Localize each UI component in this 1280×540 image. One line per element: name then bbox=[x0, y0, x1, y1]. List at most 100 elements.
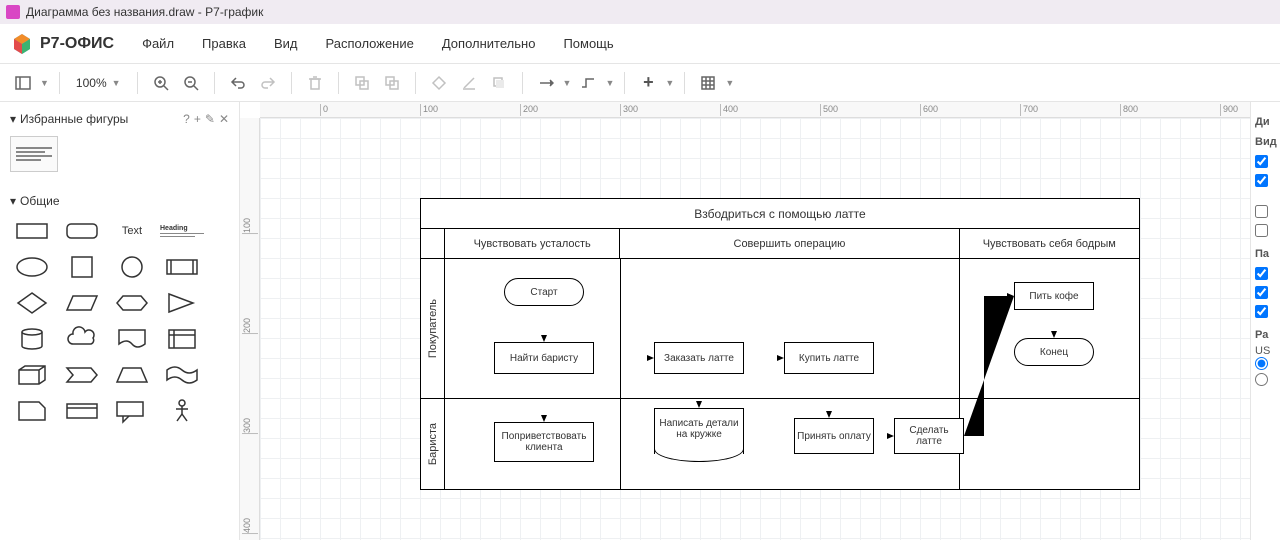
rp-check-1[interactable] bbox=[1255, 155, 1268, 168]
rp-check-5[interactable] bbox=[1255, 267, 1268, 280]
column-header[interactable]: Совершить операцию bbox=[620, 229, 959, 258]
shape-tape[interactable] bbox=[160, 360, 204, 390]
rp-unit[interactable]: US bbox=[1255, 345, 1270, 357]
sidebar-section-favorites[interactable]: ▾ Избранные фигуры ? + ✎ ✕ bbox=[10, 108, 229, 130]
fill-color-button[interactable] bbox=[426, 70, 452, 96]
rp-radio-1[interactable] bbox=[1255, 357, 1268, 370]
column-header[interactable]: Чувствовать себя бодрым bbox=[960, 229, 1140, 258]
flowchart-node-greet[interactable]: Поприветствовать клиента bbox=[494, 422, 594, 462]
app-icon bbox=[6, 5, 20, 19]
add-icon[interactable]: + bbox=[194, 112, 201, 126]
ruler-horizontal: 010020030040050060070080090010001100 bbox=[260, 102, 1250, 118]
rp-radio-2[interactable] bbox=[1255, 373, 1268, 386]
to-front-button[interactable] bbox=[349, 70, 375, 96]
zoom-level[interactable]: 100% ▼ bbox=[70, 76, 127, 90]
window-title: Диаграмма без названия.draw - Р7-график bbox=[26, 5, 263, 19]
rp-check-7[interactable] bbox=[1255, 305, 1268, 318]
chevron-down-icon[interactable]: ▼ bbox=[725, 78, 734, 88]
chevron-down-icon[interactable]: ▼ bbox=[563, 78, 572, 88]
canvas-area[interactable]: 010020030040050060070080090010001100 100… bbox=[240, 102, 1250, 540]
flowchart-node-end[interactable]: Конец bbox=[1014, 338, 1094, 366]
redo-button[interactable] bbox=[255, 70, 281, 96]
flowchart-node-buy[interactable]: Купить латте bbox=[784, 342, 874, 374]
shape-hexagon[interactable] bbox=[110, 288, 154, 318]
flowchart-node-accept[interactable]: Принять оплату bbox=[794, 418, 874, 454]
edit-icon[interactable]: ✎ bbox=[205, 112, 215, 126]
toolbar: ▼ 100% ▼ ▼ ▼ + ▼ ▼ bbox=[0, 64, 1280, 102]
menu-extras[interactable]: Дополнительно bbox=[442, 36, 536, 51]
connection-button[interactable] bbox=[533, 70, 559, 96]
shape-palette: Text Heading bbox=[10, 212, 229, 430]
shape-diamond[interactable] bbox=[10, 288, 54, 318]
help-icon[interactable]: ? bbox=[183, 112, 190, 126]
rp-check-3[interactable] bbox=[1255, 205, 1268, 218]
shape-actor[interactable] bbox=[160, 396, 204, 426]
chevron-down-icon[interactable]: ▼ bbox=[605, 78, 614, 88]
table-button[interactable] bbox=[695, 70, 721, 96]
menu-file[interactable]: Файл bbox=[142, 36, 174, 51]
shape-cube[interactable] bbox=[10, 360, 54, 390]
shape-text[interactable]: Text bbox=[110, 216, 154, 246]
column-header[interactable]: Чувствовать усталость bbox=[445, 229, 621, 258]
shape-cloud[interactable] bbox=[60, 324, 104, 354]
shape-favorite-preview[interactable] bbox=[10, 136, 58, 172]
undo-button[interactable] bbox=[225, 70, 251, 96]
shape-process[interactable] bbox=[160, 252, 204, 282]
shape-triangle[interactable] bbox=[160, 288, 204, 318]
close-icon[interactable]: ✕ bbox=[219, 112, 229, 126]
shape-card[interactable] bbox=[10, 396, 54, 426]
menu-edit[interactable]: Правка bbox=[202, 36, 246, 51]
delete-button[interactable] bbox=[302, 70, 328, 96]
add-button[interactable]: + bbox=[635, 70, 661, 96]
shape-document[interactable] bbox=[110, 324, 154, 354]
to-back-button[interactable] bbox=[379, 70, 405, 96]
sidebar-section-general[interactable]: ▾ Общие bbox=[10, 190, 229, 212]
line-color-button[interactable] bbox=[456, 70, 482, 96]
flowchart-node-start[interactable]: Старт bbox=[504, 278, 584, 306]
lane-label[interactable]: Бариста bbox=[427, 423, 439, 465]
menu-view[interactable]: Вид bbox=[274, 36, 298, 51]
shape-heading[interactable]: Heading bbox=[160, 216, 204, 246]
flowchart-node-drink[interactable]: Пить кофе bbox=[1014, 282, 1094, 310]
waypoint-button[interactable] bbox=[575, 70, 601, 96]
chevron-down-icon: ▾ bbox=[10, 194, 16, 208]
flowchart-node-note[interactable]: Написать детали на кружке bbox=[654, 408, 744, 454]
zoom-in-button[interactable] bbox=[148, 70, 174, 96]
column-headers: Чувствовать усталостьСовершить операциюЧ… bbox=[421, 229, 1139, 259]
canvas[interactable]: Взбодриться с помощью латте Чувствовать … bbox=[260, 118, 1250, 540]
menu-help[interactable]: Помощь bbox=[563, 36, 613, 51]
menu-layout[interactable]: Расположение bbox=[325, 36, 413, 51]
shape-ellipse[interactable] bbox=[10, 252, 54, 282]
right-panel: Ди Вид Па Ра US bbox=[1250, 102, 1280, 540]
zoom-out-button[interactable] bbox=[178, 70, 204, 96]
rp-check-4[interactable] bbox=[1255, 224, 1268, 237]
rp-check-2[interactable] bbox=[1255, 174, 1268, 187]
shape-step[interactable] bbox=[60, 360, 104, 390]
chevron-down-icon[interactable]: ▼ bbox=[665, 78, 674, 88]
menubar: Р7-ОФИС Файл Правка Вид Расположение Доп… bbox=[0, 24, 1280, 64]
shape-internal-storage[interactable] bbox=[160, 324, 204, 354]
shape-cylinder[interactable] bbox=[10, 324, 54, 354]
flowchart-diagram[interactable]: Взбодриться с помощью латте Чувствовать … bbox=[420, 198, 1140, 490]
shape-round-rect[interactable] bbox=[60, 216, 104, 246]
shape-square[interactable] bbox=[60, 252, 104, 282]
shape-note[interactable] bbox=[60, 396, 104, 426]
chevron-down-icon[interactable]: ▼ bbox=[40, 78, 49, 88]
flowchart-node-order[interactable]: Заказать латте bbox=[654, 342, 744, 374]
shadow-button[interactable] bbox=[486, 70, 512, 96]
shape-callout[interactable] bbox=[110, 396, 154, 426]
sidebar-toggle-button[interactable] bbox=[10, 70, 36, 96]
shape-parallelogram[interactable] bbox=[60, 288, 104, 318]
shape-trapezoid[interactable] bbox=[110, 360, 154, 390]
ruler-vertical: 100200300400 bbox=[240, 118, 260, 540]
flowchart-node-find[interactable]: Найти баристу bbox=[494, 342, 594, 374]
lane-label[interactable]: Покупатель bbox=[427, 299, 439, 358]
rp-subheader: Вид bbox=[1255, 136, 1276, 148]
flowchart-node-make[interactable]: Сделать латте bbox=[894, 418, 964, 454]
app-logo[interactable]: Р7-ОФИС bbox=[10, 32, 114, 56]
shape-rect[interactable] bbox=[10, 216, 54, 246]
rp-check-6[interactable] bbox=[1255, 286, 1268, 299]
shape-circle[interactable] bbox=[110, 252, 154, 282]
pool-title[interactable]: Взбодриться с помощью латте bbox=[421, 199, 1139, 229]
logo-icon bbox=[10, 32, 34, 56]
